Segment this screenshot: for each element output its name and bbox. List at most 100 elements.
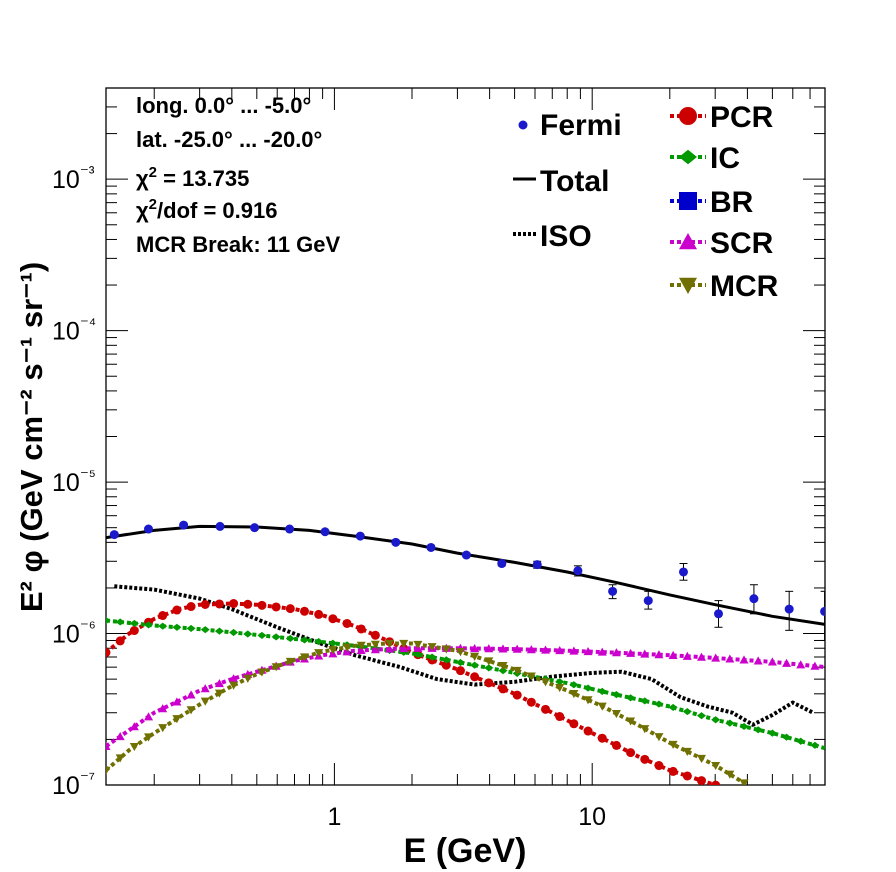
ic-marker	[711, 716, 721, 724]
pcr-marker	[455, 666, 465, 676]
fermi-point	[320, 527, 330, 537]
y-tick-label: 10⁻⁶	[52, 618, 96, 649]
mcr-marker	[654, 733, 664, 742]
scr-marker	[796, 660, 806, 669]
scr-marker	[753, 656, 763, 665]
axis-ticks	[106, 87, 826, 786]
scr-marker	[583, 647, 593, 656]
scr-marker	[569, 646, 579, 655]
pcr-marker	[498, 684, 508, 694]
scr-marker	[399, 643, 409, 653]
ic-marker	[569, 681, 579, 689]
series-layer	[106, 520, 825, 799]
scr-marker	[512, 644, 522, 653]
ic-marker	[782, 733, 792, 741]
ic-marker	[115, 618, 125, 626]
pcr-marker	[200, 599, 210, 609]
fermi-point	[461, 550, 471, 560]
scr-line	[106, 646, 825, 748]
pcr-marker	[682, 771, 692, 781]
scr-marker	[106, 741, 111, 750]
pcr-marker	[541, 704, 551, 714]
scr-marker	[739, 655, 749, 664]
pcr-marker	[106, 647, 111, 657]
scr-marker	[356, 645, 366, 655]
fermi-point	[391, 537, 401, 547]
ic-marker	[200, 626, 210, 634]
fermi-point	[215, 521, 225, 531]
pcr-marker	[569, 719, 579, 729]
mcr-marker	[711, 761, 721, 771]
pcr-marker	[314, 609, 324, 619]
mcr-marker	[243, 674, 253, 683]
scr-marker	[597, 647, 607, 656]
mcr-marker	[257, 668, 267, 677]
mcr-line	[106, 641, 749, 785]
legend-iso-label: ISO	[540, 220, 592, 253]
mcr-marker	[370, 640, 380, 649]
pcr-marker	[512, 690, 522, 700]
legend-ic-label: IC	[710, 142, 740, 175]
ic-marker	[257, 631, 267, 640]
pcr-marker	[640, 754, 650, 764]
mcr-marker	[682, 747, 692, 756]
pcr-line	[106, 601, 722, 785]
ic-marker	[668, 703, 678, 712]
pcr-marker	[740, 790, 749, 799]
ic-marker	[186, 624, 196, 633]
fermi-point	[179, 520, 189, 530]
ic-marker	[106, 616, 111, 625]
mcr-marker	[555, 683, 565, 693]
scr-marker	[541, 645, 551, 654]
mcr-marker	[172, 715, 182, 724]
mcr-marker	[626, 717, 636, 726]
ic-marker	[753, 726, 763, 734]
mcr-marker	[541, 678, 551, 687]
x-tick-label: 10	[578, 803, 606, 831]
ic-marker	[129, 619, 139, 628]
legend-br-label: BR	[710, 186, 754, 219]
pcr-marker	[214, 599, 224, 609]
scr-marker	[214, 679, 224, 688]
legend-scr-label: SCR	[710, 227, 774, 260]
pcr-marker	[668, 766, 678, 776]
fermi-point	[678, 567, 688, 577]
ic-marker	[767, 729, 777, 737]
fermi-point	[426, 542, 436, 552]
br-marker	[679, 192, 697, 210]
pcr-marker	[555, 712, 565, 722]
pcr-marker	[129, 626, 139, 636]
scr-marker	[172, 697, 182, 706]
pcr-marker	[626, 748, 636, 758]
mcr-marker	[299, 653, 309, 662]
annotation-text: χ2 = 13.735	[136, 164, 249, 191]
annotation-text: lat. -25.0° ... -20.0°	[136, 127, 322, 152]
annotation-text: χ2/dof = 0.916	[136, 196, 277, 223]
ic-marker	[229, 628, 239, 637]
fermi-point	[532, 560, 542, 570]
mcr-marker	[427, 643, 437, 652]
scr-marker	[115, 732, 125, 741]
mcr-marker	[229, 681, 239, 690]
ic-marker	[427, 653, 437, 661]
mcr-marker	[129, 743, 139, 752]
mcr-marker	[668, 740, 678, 749]
ic-marker	[285, 634, 295, 643]
scr-marker	[470, 643, 480, 653]
fermi-point	[109, 530, 119, 540]
fermi-point	[573, 566, 583, 576]
mcr-marker	[498, 661, 508, 671]
mcr-marker	[512, 666, 522, 675]
annotations: long. 0.0° ... -5.0° lat. -25.0° ... -20.…	[136, 93, 341, 257]
mcr-marker	[314, 649, 324, 658]
ic-marker	[328, 639, 338, 647]
scr-marker	[555, 645, 565, 655]
scr-marker	[640, 649, 650, 658]
ic-marker	[470, 661, 480, 669]
pcr-marker	[115, 636, 125, 646]
scr-marker	[484, 644, 494, 653]
ic-marker	[498, 667, 508, 675]
scr-marker	[526, 645, 536, 654]
mcr-marker	[200, 697, 210, 706]
